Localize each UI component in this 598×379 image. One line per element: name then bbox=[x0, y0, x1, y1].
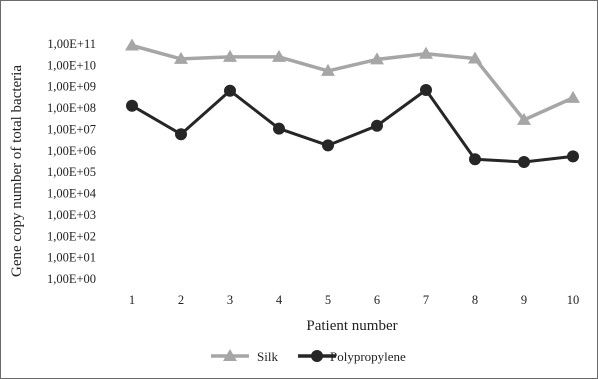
x-tick-label: 3 bbox=[227, 293, 233, 307]
y-axis-ticks: 1,00E+11 1,00E+10 1,00E+09 1,00E+08 1,00E+07… bbox=[47, 37, 97, 286]
x-tick-label: 4 bbox=[276, 293, 283, 307]
y-tick-label: 1,00E+08 bbox=[47, 101, 96, 115]
x-tick-label: 6 bbox=[374, 293, 380, 307]
data-point bbox=[420, 84, 432, 96]
series-line bbox=[131, 88, 574, 164]
data-point bbox=[518, 156, 530, 168]
y-tick-label: 1,00E+07 bbox=[47, 122, 96, 136]
x-axis-title: Patient number bbox=[306, 318, 397, 334]
data-point bbox=[223, 49, 237, 62]
data-point bbox=[321, 63, 335, 76]
data-point bbox=[174, 51, 188, 64]
x-tick-label: 1 bbox=[129, 293, 135, 307]
y-tick-label: 1,00E+00 bbox=[47, 272, 96, 286]
data-point bbox=[273, 122, 285, 135]
data-point bbox=[567, 150, 579, 163]
data-point bbox=[224, 84, 236, 97]
series-polypropylene bbox=[126, 84, 579, 168]
series-layer bbox=[125, 38, 580, 168]
data-point bbox=[566, 90, 580, 103]
x-tick-label: 7 bbox=[423, 293, 429, 307]
data-point bbox=[419, 46, 433, 59]
data-point bbox=[371, 119, 383, 132]
legend-marker bbox=[311, 350, 323, 362]
y-tick-label: 1,00E+09 bbox=[47, 80, 96, 94]
data-point bbox=[272, 49, 286, 62]
x-tick-label: 9 bbox=[521, 293, 527, 307]
data-point bbox=[322, 139, 334, 152]
legend: Silk Polypropylene bbox=[211, 349, 406, 364]
legend-label: Polypropylene bbox=[330, 349, 406, 364]
x-tick-label: 2 bbox=[178, 293, 184, 307]
y-tick-label: 1,00E+06 bbox=[47, 144, 96, 158]
series-silk bbox=[125, 38, 580, 125]
data-point bbox=[517, 112, 531, 125]
y-tick-label: 1,00E+11 bbox=[47, 37, 96, 51]
y-tick-label: 1,00E+01 bbox=[47, 251, 96, 265]
series-line bbox=[131, 43, 574, 122]
y-tick-label: 1,00E+02 bbox=[47, 229, 96, 243]
legend-item-polypropylene: Polypropylene bbox=[298, 349, 406, 364]
x-tick-label: 8 bbox=[472, 293, 478, 307]
data-point bbox=[126, 99, 138, 112]
y-axis-title: Gene copy number of total bacteria bbox=[9, 65, 25, 277]
x-axis-ticks: 1 2 3 4 5 6 7 8 9 10 bbox=[129, 293, 579, 307]
data-point bbox=[469, 153, 481, 166]
x-tick-label: 10 bbox=[567, 293, 580, 307]
y-tick-label: 1,00E+04 bbox=[47, 187, 97, 201]
data-point bbox=[468, 51, 482, 64]
y-tick-label: 1,00E+05 bbox=[47, 165, 96, 179]
y-tick-label: 1,00E+10 bbox=[47, 58, 96, 72]
legend-marker bbox=[223, 349, 237, 361]
data-point bbox=[370, 52, 384, 65]
y-tick-label: 1,00E+03 bbox=[47, 208, 96, 222]
data-point bbox=[175, 128, 187, 141]
legend-item-silk: Silk bbox=[211, 349, 278, 364]
legend-label: Silk bbox=[257, 349, 278, 364]
data-point bbox=[125, 38, 139, 51]
x-tick-label: 5 bbox=[325, 293, 331, 307]
